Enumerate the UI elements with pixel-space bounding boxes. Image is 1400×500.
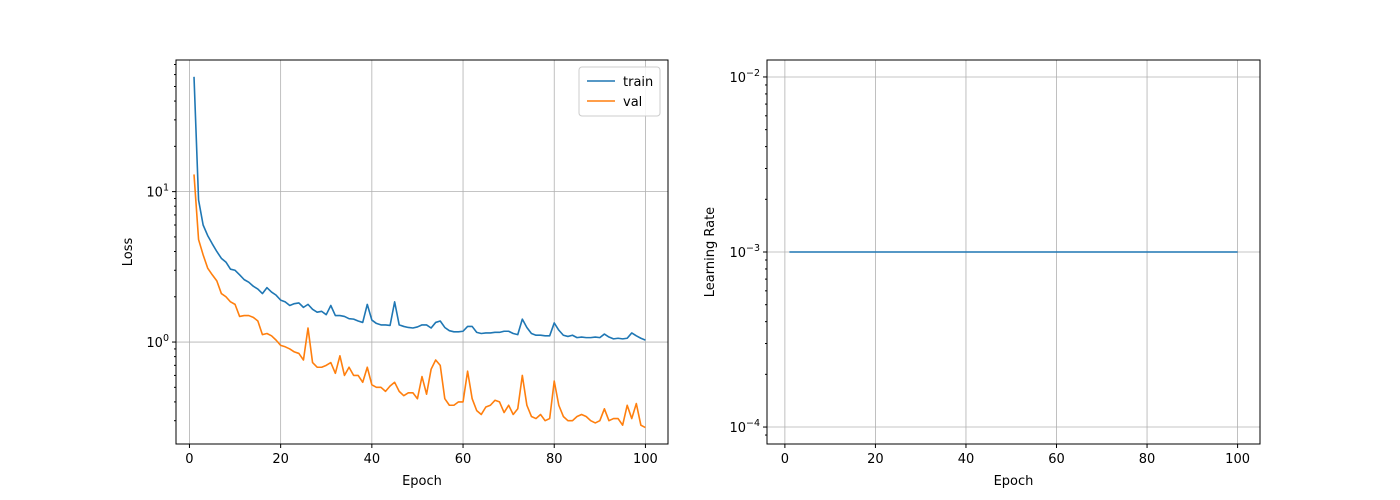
y-axis-label: Learning Rate xyxy=(703,207,718,297)
series-line-val xyxy=(193,174,646,429)
x-tick-label: 40 xyxy=(958,452,975,467)
x-axis-label: Epoch xyxy=(402,474,442,489)
x-tick-label: 100 xyxy=(1225,452,1250,467)
x-tick-label: 60 xyxy=(1048,452,1065,467)
chart-panel-2: 0 20 40 60 80 100 10−4 10−3 10−2 Epoch Learning Ra… xyxy=(703,59,1261,489)
y-axis-label: Loss xyxy=(121,238,136,267)
plot-frame xyxy=(175,59,669,445)
x-tick-label: 40 xyxy=(364,452,381,467)
x-tick-label: 20 xyxy=(272,452,289,467)
x-tick-label: 80 xyxy=(546,452,563,467)
series-line-train xyxy=(193,76,646,341)
x-tick-label: 60 xyxy=(455,452,472,467)
y-tick-label: 100 xyxy=(146,333,169,351)
x-tick-label: 20 xyxy=(867,452,884,467)
legend-box xyxy=(578,66,661,117)
x-tick-label: 80 xyxy=(1139,452,1156,467)
x-tick-label: 0 xyxy=(781,452,789,467)
x-tick-label: 100 xyxy=(633,452,658,467)
legend-label-val: val xyxy=(623,95,642,110)
y-tick-label: 10−3 xyxy=(729,243,760,261)
chart-panel-1: 0 20 40 60 80 100 100 101 Epoch Loss train val xyxy=(121,59,669,489)
y-tick-label: 10−2 xyxy=(729,68,760,86)
y-tick-label: 10−4 xyxy=(729,418,760,436)
x-axis-label: Epoch xyxy=(994,474,1034,489)
x-tick-label: 0 xyxy=(185,452,193,467)
legend-label-train: train xyxy=(623,75,653,90)
legend: train val xyxy=(578,66,661,117)
y-tick-label: 101 xyxy=(146,183,169,201)
